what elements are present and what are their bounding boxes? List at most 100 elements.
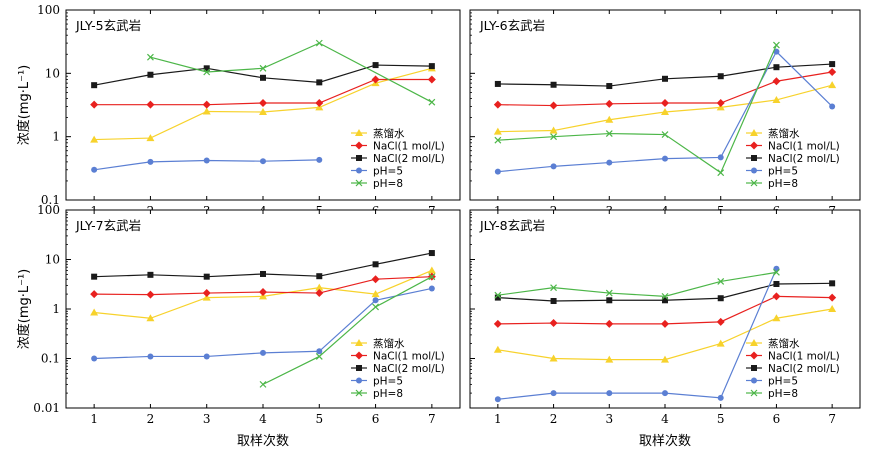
- data-point: [372, 261, 379, 268]
- legend-marker: [355, 389, 363, 397]
- data-point: [829, 103, 836, 110]
- x-tick-label: 2: [550, 412, 558, 426]
- data-point: [829, 280, 836, 287]
- y-tick-label: 0.1: [41, 193, 60, 207]
- data-point: [772, 95, 781, 103]
- data-point: [717, 394, 724, 401]
- series-pH=8: [494, 41, 780, 177]
- x-tick-label: 7: [428, 412, 436, 426]
- data-point: [493, 127, 502, 135]
- data-point: [428, 98, 436, 106]
- data-point: [203, 65, 210, 72]
- data-point: [315, 283, 324, 291]
- y-axis-title: 浓度(mg·L⁻¹): [16, 65, 32, 146]
- data-point: [203, 68, 211, 76]
- legend-marker: [751, 155, 757, 161]
- legend-marker: [751, 167, 757, 174]
- data-point: [494, 396, 501, 403]
- data-point: [605, 99, 614, 108]
- data-point: [91, 82, 98, 89]
- data-point: [605, 130, 613, 137]
- data-point: [549, 354, 558, 362]
- legend-label: 蒸馏水: [768, 127, 800, 140]
- data-point: [146, 100, 155, 109]
- data-point: [90, 308, 99, 316]
- y-tick-label: 10: [45, 253, 60, 267]
- panel-title: JLY-5玄武岩: [75, 18, 141, 33]
- data-point: [428, 273, 436, 281]
- legend-label: NaCl(2 mol/L): [768, 363, 840, 375]
- data-point: [202, 293, 211, 301]
- data-point: [371, 75, 380, 84]
- data-point: [772, 292, 781, 301]
- data-point: [147, 353, 154, 360]
- data-point: [662, 390, 668, 397]
- data-point: [316, 79, 323, 86]
- data-point: [203, 353, 210, 360]
- data-point: [316, 156, 323, 163]
- series-NaCl(1 mol/L): [493, 292, 837, 328]
- legend-marker: [750, 351, 758, 360]
- legend-label: 蒸馏水: [373, 337, 405, 350]
- data-point: [716, 99, 725, 108]
- data-point: [493, 345, 502, 353]
- data-point: [91, 355, 98, 362]
- data-point: [90, 100, 99, 109]
- data-point: [203, 273, 210, 280]
- data-point: [550, 133, 557, 141]
- series-line: [497, 44, 777, 174]
- x-tick-label: 4: [259, 412, 267, 426]
- series-蒸馏水: [493, 305, 837, 363]
- x-tick-label: 1: [494, 412, 502, 426]
- legend-label: pH=8: [768, 178, 798, 190]
- legend-marker: [751, 377, 757, 384]
- y-tick-label: 1: [52, 130, 60, 144]
- data-point: [605, 355, 614, 363]
- x-tick-label: 4: [661, 412, 669, 426]
- legend-label: NaCl(1 mol/L): [768, 141, 840, 153]
- data-point: [772, 314, 781, 322]
- data-point: [146, 290, 155, 299]
- series-NaCl(2 mol/L): [91, 62, 435, 89]
- y-tick-label: 100: [37, 3, 60, 17]
- data-point: [661, 355, 669, 363]
- series-pH=8: [147, 39, 436, 106]
- legend-marker: [355, 141, 363, 150]
- data-point: [605, 115, 614, 123]
- series-蒸馏水: [90, 266, 436, 322]
- data-point: [315, 39, 323, 47]
- panel-title: JLY-8玄武岩: [479, 218, 545, 233]
- data-point: [773, 280, 780, 287]
- legend-marker: [750, 389, 758, 397]
- data-point: [259, 288, 267, 297]
- series-pH=5: [91, 285, 435, 362]
- legend-label: 蒸馏水: [768, 337, 800, 350]
- data-point: [550, 390, 557, 397]
- data-point: [550, 298, 557, 305]
- panel-title: JLY-7玄武岩: [75, 218, 141, 233]
- data-point: [549, 126, 558, 134]
- data-point: [606, 297, 613, 304]
- data-point: [428, 250, 435, 257]
- legend-marker: [355, 351, 363, 360]
- data-point: [549, 319, 558, 328]
- y-tick-label: 100: [37, 203, 60, 217]
- data-point: [316, 348, 323, 355]
- data-point: [147, 158, 154, 165]
- series-pH=8: [259, 273, 436, 388]
- data-point: [829, 61, 836, 68]
- legend-marker: [356, 167, 362, 174]
- legend-label: pH=5: [373, 376, 403, 388]
- x-axis-title: 取样次数: [639, 433, 691, 449]
- data-point: [259, 99, 267, 108]
- series-line: [497, 268, 777, 400]
- data-point: [372, 62, 379, 69]
- data-point: [605, 319, 614, 328]
- data-point: [494, 168, 501, 175]
